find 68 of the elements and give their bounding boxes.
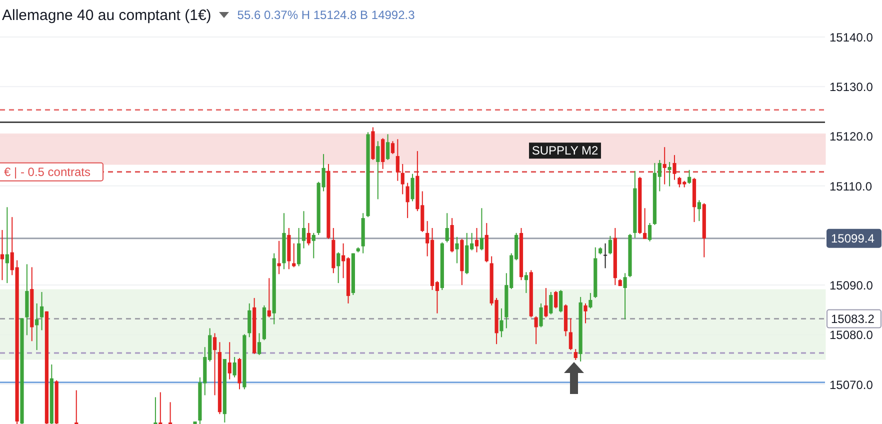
- candlestick: [292, 242, 296, 268]
- candlestick: [297, 227, 301, 267]
- candlestick: [302, 210, 306, 249]
- candlestick: [0, 229, 4, 281]
- candlestick: [445, 212, 449, 243]
- y-tick-label: 15140.0: [830, 30, 874, 44]
- candlestick: [306, 222, 310, 246]
- candlestick: [248, 302, 252, 338]
- candlestick: [500, 308, 504, 338]
- candlestick: [154, 396, 158, 424]
- y-tick-label: 15120.0: [830, 130, 874, 144]
- candlestick: [400, 163, 404, 195]
- candlestick: [608, 235, 612, 255]
- candlestick: [40, 292, 44, 331]
- candlestick: [406, 182, 410, 219]
- candlestick: [568, 318, 572, 351]
- candlestick: [376, 140, 380, 200]
- candlestick: [168, 402, 172, 424]
- candlestick: [643, 208, 647, 240]
- candlestick: [312, 232, 316, 259]
- y-tick-label: 15080.0: [830, 328, 874, 342]
- candlestick: [554, 290, 558, 309]
- chart-title: Allemagne 40 au comptant (1€): [2, 6, 212, 24]
- candlestick: [257, 332, 262, 356]
- candlestick: [5, 206, 9, 284]
- candlestick: [396, 138, 400, 182]
- candlestick: [688, 169, 692, 184]
- candlestick: [584, 302, 588, 324]
- candlestick: [390, 140, 395, 155]
- ref-line-label: 15099.4: [831, 231, 875, 246]
- band-label: SUPPLY M2: [532, 144, 598, 158]
- candlestick: [534, 316, 538, 345]
- y-tick-label: 15130.0: [830, 80, 874, 94]
- candlestick: [662, 146, 666, 185]
- y-tick-label: 15070.0: [830, 378, 874, 392]
- candlestick: [574, 348, 578, 360]
- chart-subtitle: 55.6 0.37% H 15124.8 B 14992.3: [237, 8, 415, 22]
- candlestick: [623, 272, 627, 320]
- candlestick: [410, 173, 414, 202]
- candlestick: [544, 288, 548, 318]
- candlestick: [539, 302, 543, 328]
- candlestick: [648, 222, 652, 242]
- candlestick: [474, 227, 479, 253]
- ref-line-label: € | - 0.5 contrats: [4, 164, 90, 179]
- candlestick: [558, 290, 563, 313]
- candlestick: [455, 236, 459, 264]
- y-tick-label: 15090.0: [830, 278, 874, 293]
- candlestick: [386, 134, 390, 161]
- y-tick-label: 15110.0: [830, 179, 872, 194]
- candlestick: [74, 390, 78, 424]
- candlestick: [588, 292, 592, 309]
- candlestick: [480, 208, 484, 251]
- candlestick: [158, 392, 162, 424]
- candlestick: [212, 332, 217, 396]
- candlestick: [232, 356, 236, 378]
- candlestick: [672, 154, 676, 180]
- candlestick: [336, 252, 340, 284]
- candlestick: [549, 292, 553, 315]
- candlestick: [267, 278, 271, 318]
- candlestick: [603, 242, 608, 269]
- candlestick: [35, 302, 39, 351]
- candlestick: [381, 138, 385, 170]
- ref-line-label: 15083.2: [831, 312, 875, 326]
- candlestick: [524, 272, 528, 294]
- candlestick: [277, 240, 281, 275]
- candlestick: [697, 200, 701, 222]
- candlestick: [668, 161, 672, 187]
- candlestick: [228, 342, 232, 380]
